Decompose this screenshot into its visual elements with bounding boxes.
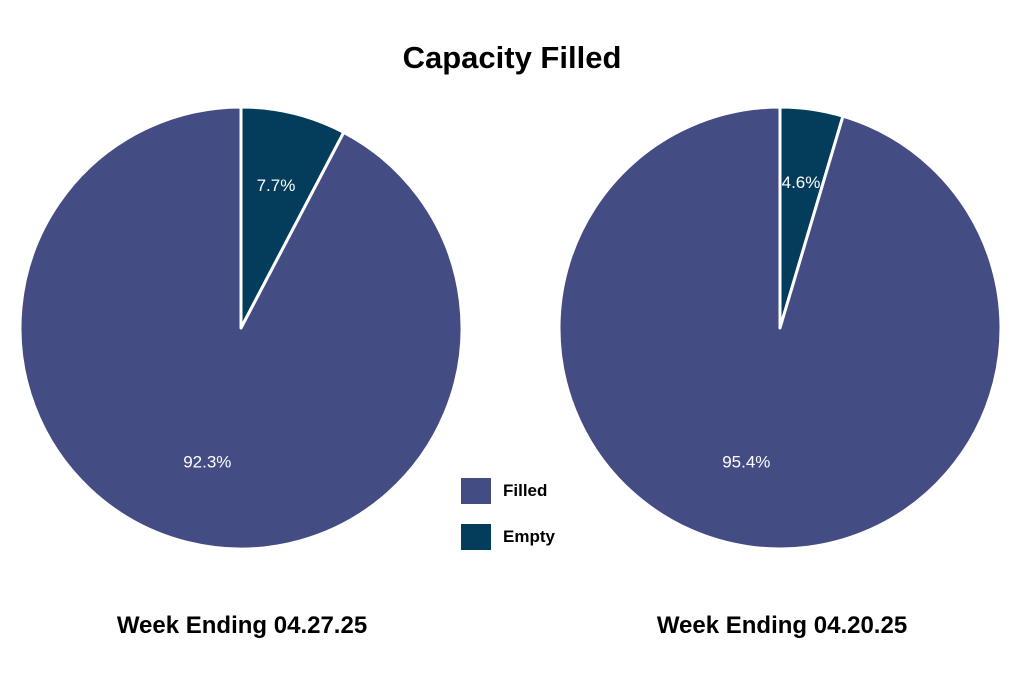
pie-chart-week-04-27-25: 7.7% 92.3% xyxy=(18,105,464,551)
legend-label-filled: Filled xyxy=(503,481,548,500)
pie-caption-right: Week Ending 04.20.25 xyxy=(656,612,908,639)
slice-label-empty: 4.6% xyxy=(782,173,821,192)
chart-title: Capacity Filled xyxy=(402,40,622,75)
legend: Filled Empty xyxy=(461,478,555,570)
pie-caption-left: Week Ending 04.27.25 xyxy=(116,612,368,639)
legend-item-empty: Empty xyxy=(461,524,555,550)
legend-item-filled: Filled xyxy=(461,478,555,504)
legend-label-empty: Empty xyxy=(503,527,555,546)
legend-swatch-empty xyxy=(461,524,491,550)
slice-label-filled: 92.3% xyxy=(183,453,231,472)
pie-slice-empty xyxy=(239,105,346,330)
slice-label-filled: 95.4% xyxy=(722,453,770,472)
slice-label-empty: 7.7% xyxy=(257,176,296,195)
legend-swatch-filled xyxy=(461,478,491,504)
pie-slice-filled xyxy=(557,105,1003,551)
pie-chart-week-04-20-25: 4.6% 95.4% xyxy=(557,105,1003,551)
pie-slice-filled xyxy=(18,105,464,551)
